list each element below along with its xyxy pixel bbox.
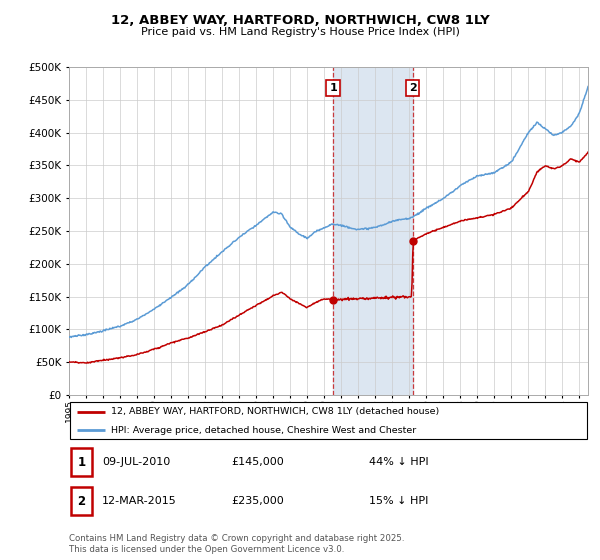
Text: 12-MAR-2015: 12-MAR-2015 xyxy=(102,496,177,506)
FancyBboxPatch shape xyxy=(71,487,92,515)
Text: 44% ↓ HPI: 44% ↓ HPI xyxy=(369,457,428,467)
Text: HPI: Average price, detached house, Cheshire West and Chester: HPI: Average price, detached house, Ches… xyxy=(110,426,416,435)
Text: 2: 2 xyxy=(409,83,416,93)
Text: 09-JUL-2010: 09-JUL-2010 xyxy=(102,457,170,467)
Text: 2: 2 xyxy=(77,494,86,508)
Bar xyxy=(333,67,413,395)
Text: 1: 1 xyxy=(77,455,86,469)
FancyBboxPatch shape xyxy=(71,448,92,476)
Text: £235,000: £235,000 xyxy=(231,496,284,506)
FancyBboxPatch shape xyxy=(70,402,587,439)
Text: £145,000: £145,000 xyxy=(231,457,284,467)
Text: 15% ↓ HPI: 15% ↓ HPI xyxy=(369,496,428,506)
Text: Price paid vs. HM Land Registry's House Price Index (HPI): Price paid vs. HM Land Registry's House … xyxy=(140,27,460,37)
Text: 1: 1 xyxy=(329,83,337,93)
Text: 12, ABBEY WAY, HARTFORD, NORTHWICH, CW8 1LY: 12, ABBEY WAY, HARTFORD, NORTHWICH, CW8 … xyxy=(110,14,490,27)
Text: Contains HM Land Registry data © Crown copyright and database right 2025.
This d: Contains HM Land Registry data © Crown c… xyxy=(69,534,404,554)
Text: 12, ABBEY WAY, HARTFORD, NORTHWICH, CW8 1LY (detached house): 12, ABBEY WAY, HARTFORD, NORTHWICH, CW8 … xyxy=(110,407,439,416)
